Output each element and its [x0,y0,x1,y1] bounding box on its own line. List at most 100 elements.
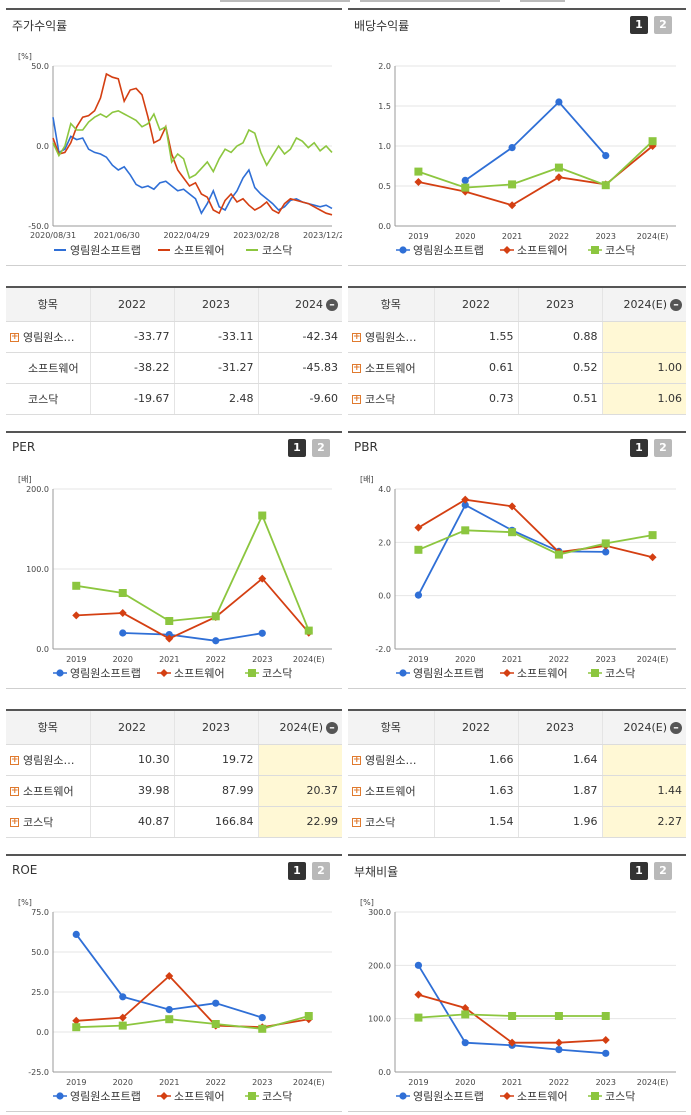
row-name-cell[interactable]: + 영림원소… [348,744,435,776]
header-year-label: 2024(E) [623,297,667,311]
expand-icon[interactable]: + [352,817,361,827]
legend-label: 코스닥 [605,1090,635,1103]
header-item: 항목 [6,710,91,745]
x-tick-label: 2023 [252,655,272,664]
collapse-icon[interactable]: – [326,298,338,311]
collapse-icon[interactable]: – [670,721,682,734]
x-tick-label: 2019 [408,1078,428,1087]
per-chart: [배]200.0 100.0 0.0 2019 2020 2021 2022 2023 2024… [18,475,332,680]
row-name-cell[interactable]: + 소프트웨어 [6,775,91,807]
x-tick-label: 2024(E) [637,1078,669,1087]
value-cell: 1.55 [434,321,519,353]
legend-label: 소프트웨어 [174,244,225,257]
data-point [503,669,511,677]
data-point [118,1021,127,1030]
value-cell: 1.06 [602,383,686,415]
page-2-button[interactable]: 2 [654,16,672,34]
expand-icon[interactable]: + [10,786,19,796]
row-name-cell[interactable]: + 영림원소… [348,321,435,353]
legend-label: 영림원소프트랩 [70,244,141,257]
legend-item: 소프트웨어 [157,667,225,680]
table-row: + 소프트웨어 0.61 0.52 1.00 [348,352,686,384]
page-1-button[interactable]: 1 [630,439,648,457]
table-header-row: 항목 2022 2023 2024(E) – [348,710,686,745]
data-point [591,1092,599,1100]
series-group [72,930,266,1022]
page-1-button[interactable]: 1 [630,16,648,34]
legend-label: 코스닥 [262,667,292,680]
row-name-cell[interactable]: + 영림원소… [6,744,91,776]
data-point [555,1046,563,1054]
data-point [118,609,127,617]
expand-icon[interactable]: + [10,817,19,827]
y-tick-label: 0.0 [378,592,391,601]
table-row: + 영림원소… 1.66 1.64 [348,744,686,776]
collapse-icon[interactable]: – [670,298,682,311]
page-2-button[interactable]: 2 [312,439,330,457]
panel-title: 부채비율 [354,865,399,879]
legend-label: 코스닥 [262,1090,292,1103]
table-row: + 영림원소… 1.55 0.88 [348,321,686,353]
series-group [119,629,266,645]
row-name-cell[interactable]: + 소프트웨어 [348,352,435,384]
header-year-current: 2024(E) – [602,710,686,745]
x-tick-label: 2019 [408,232,428,241]
x-tick-label: 2020/08/31 [30,231,76,240]
data-point [212,637,220,645]
value-cell: -9.60 [258,383,342,415]
expand-icon[interactable]: + [352,332,361,342]
y-tick-label: 1.0 [378,142,391,151]
row-name: 소프트웨어 [28,361,79,375]
expand-icon[interactable]: + [352,394,361,404]
data-point [72,611,81,620]
row-name-cell[interactable]: + 코스닥 [348,806,435,838]
page-2-button[interactable]: 2 [654,862,672,880]
expand-icon[interactable]: + [352,755,361,765]
header-year: 2023 [174,287,259,322]
data-point [508,1012,517,1020]
legend-item: 영림원소프트랩 [54,244,141,257]
data-point [508,180,517,189]
legend-label: 소프트웨어 [174,667,225,680]
dividend-yield-table: 항목 2022 2023 2024(E) – + 영림원소… 1.55 0.88 +… [348,286,686,415]
page-1-button[interactable]: 1 [288,862,306,880]
value-cell: 1.96 [518,806,603,838]
expand-icon[interactable]: + [352,786,361,796]
legend-item: 코스닥 [588,1090,635,1103]
row-name-cell[interactable]: + 영림원소… [6,321,91,353]
data-point [258,511,267,520]
data-point [461,1004,470,1012]
panel-title: PER [12,440,36,454]
row-name-cell[interactable]: + 코스닥 [348,383,435,415]
data-point [56,669,64,677]
expand-icon[interactable]: + [10,332,19,342]
header-item: 항목 [6,287,91,322]
value-cell [258,744,342,776]
value-cell: -42.34 [258,321,342,353]
expand-icon[interactable]: + [10,755,19,765]
table-row: + 영림원소… -33.77 -33.11 -42.34 [6,321,342,353]
page-2-button[interactable]: 2 [312,862,330,880]
stock-return-table: 항목 2022 2023 2024– + 영림원소… -33.77 -33.11 … [6,286,342,415]
y-tick-label: 25.0 [31,988,49,997]
y-tick-label: 200.0 [368,961,391,970]
page-2-button[interactable]: 2 [654,439,672,457]
row-name-cell[interactable]: + 소프트웨어 [348,775,435,807]
data-point [508,528,517,537]
stock-return-panel: 주가수익률 [%] 50.0 0.0 -50.0 2020/08/31 2021/06/3… [6,8,342,266]
axis-unit: [%] [18,898,32,907]
collapse-icon[interactable]: – [326,721,338,734]
series-group [72,511,313,635]
dividend-yield-panel: 배당수익률 1 2 2.0 1.5 1.0 0.5 0.0 2019 2020 2021 202… [348,8,686,266]
legend-item: 영림원소프트랩 [396,1090,484,1103]
expand-icon[interactable]: + [352,363,361,373]
data-point [508,1038,517,1047]
y-tick-label: 2.0 [378,538,391,547]
row-name-cell[interactable]: + 코스닥 [6,806,91,838]
page-1-button[interactable]: 1 [288,439,306,457]
x-tick-label: 2020 [455,1078,475,1087]
header-item: 항목 [348,710,435,745]
page-1-button[interactable]: 1 [630,862,648,880]
row-name: 영림원소… [23,330,75,344]
